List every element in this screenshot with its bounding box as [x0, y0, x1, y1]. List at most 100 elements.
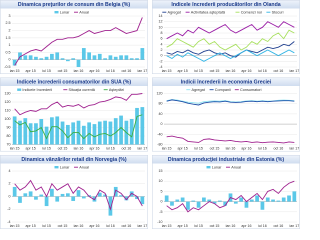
bar — [103, 194, 107, 197]
bar — [223, 201, 228, 206]
line — [166, 49, 295, 62]
bar — [207, 199, 212, 202]
x-tick-label: ian 16 — [74, 224, 84, 228]
bar — [113, 118, 118, 145]
line — [166, 29, 295, 51]
bar — [249, 199, 254, 202]
x-tick-label: ian 16 — [74, 69, 84, 73]
title-bar — [152, 0, 300, 9]
legend-swatch — [54, 166, 59, 169]
bar — [129, 119, 134, 145]
y-tick-label: 4 — [161, 42, 163, 46]
x-tick-label: oct 16 — [273, 146, 283, 150]
x-tick-label: iul 16 — [106, 146, 115, 150]
bar — [81, 48, 86, 60]
x-tick-label: oct 16 — [121, 224, 131, 228]
bar — [170, 201, 174, 206]
bar — [276, 200, 281, 202]
x-tick-label: iul 16 — [258, 69, 267, 73]
y-tick-label: 0 — [161, 122, 163, 126]
bar — [65, 124, 70, 145]
x-tick-label: apr 16 — [89, 224, 99, 228]
x-tick-label: iul 16 — [106, 69, 115, 73]
y-tick-label: 4 — [9, 169, 11, 173]
bar — [34, 196, 38, 200]
panel-frame — [152, 155, 300, 229]
bar — [50, 188, 54, 197]
legend-label: Stocuri — [272, 10, 284, 14]
line — [14, 93, 143, 116]
bar — [34, 123, 38, 145]
legend-label: Companii — [215, 88, 231, 92]
y-tick-label: 2 — [9, 29, 11, 33]
y-tick-label: 130 — [5, 91, 11, 95]
chart-title: Dinamica preţurilor de consum din Belgia… — [18, 2, 130, 8]
x-tick-label: apr 15 — [26, 224, 36, 228]
y-tick-label: 40 — [159, 112, 163, 116]
bar — [97, 53, 102, 60]
y-tick-label: 1.5 — [6, 36, 11, 40]
x-tick-label: oct 16 — [121, 146, 131, 150]
x-tick-label: ian 15 — [10, 69, 20, 73]
bar — [239, 197, 244, 202]
chart-title: Indicele încrederii consumatorilor din S… — [17, 80, 132, 86]
y-tick-label: 10 — [159, 179, 163, 183]
chart-panel: Indicii încrederii în economia Greciei Ag… — [152, 77, 300, 152]
bar — [65, 193, 70, 197]
bar — [12, 186, 17, 197]
x-tick-label: ian 17 — [289, 224, 299, 228]
y-tick-label: -4 — [159, 65, 162, 69]
bar — [71, 58, 76, 60]
y-tick-label: 14 — [159, 14, 163, 18]
bar — [140, 196, 145, 205]
y-tick-label: 0 — [9, 58, 11, 62]
x-tick-label: ian 16 — [226, 69, 236, 73]
x-tick-label: iul 15 — [42, 146, 51, 150]
legend-swatch — [17, 88, 22, 91]
legend-label: Agregat — [168, 10, 182, 14]
bar — [44, 56, 49, 60]
x-tick-label: ian 17 — [289, 146, 299, 150]
bar — [39, 119, 44, 145]
chart-panel: Indicele încrederii producătorilor din O… — [152, 0, 300, 74]
bar — [202, 197, 206, 202]
bar — [233, 201, 238, 204]
y-tick-label: 80 — [159, 102, 163, 106]
bar — [18, 52, 22, 60]
bar — [87, 52, 92, 60]
y-tick-label: -2 — [159, 59, 162, 63]
bar — [271, 199, 275, 202]
bar — [119, 55, 123, 60]
bar — [124, 196, 129, 201]
x-tick-label: ian 17 — [289, 69, 299, 73]
bar — [60, 193, 65, 197]
legend-label: Anual — [231, 165, 241, 169]
bar — [81, 196, 86, 199]
chart-panel: Dinamica producţiei industriale din Esto… — [152, 155, 300, 229]
bar — [28, 123, 33, 145]
bar — [28, 55, 33, 60]
bar — [135, 58, 139, 60]
x-tick-label: ian 17 — [137, 69, 147, 73]
x-tick-label: oct 15 — [58, 146, 68, 150]
x-tick-label: iul 16 — [258, 146, 267, 150]
legend-label: Consumatori — [240, 88, 262, 92]
x-tick-label: iul 15 — [42, 69, 51, 73]
bar — [92, 55, 97, 60]
bar — [217, 200, 222, 202]
bar — [281, 197, 286, 202]
x-tick-label: oct 16 — [273, 69, 283, 73]
bar — [55, 52, 60, 60]
x-tick-label: apr 16 — [241, 69, 251, 73]
y-tick-label: -2 — [7, 207, 10, 211]
bar — [71, 196, 76, 201]
x-tick-label: iul 15 — [42, 224, 51, 228]
chart-panel: Indicele încrederii consumatorilor din S… — [0, 77, 148, 152]
title-bar — [152, 155, 300, 164]
line — [166, 99, 295, 106]
y-tick-label: 80 — [7, 134, 11, 138]
bar — [23, 118, 28, 145]
bar — [50, 53, 54, 60]
x-tick-label: oct 16 — [121, 69, 131, 73]
chart-panel: Dinamica preţurilor de consum din Belgia… — [0, 0, 148, 74]
